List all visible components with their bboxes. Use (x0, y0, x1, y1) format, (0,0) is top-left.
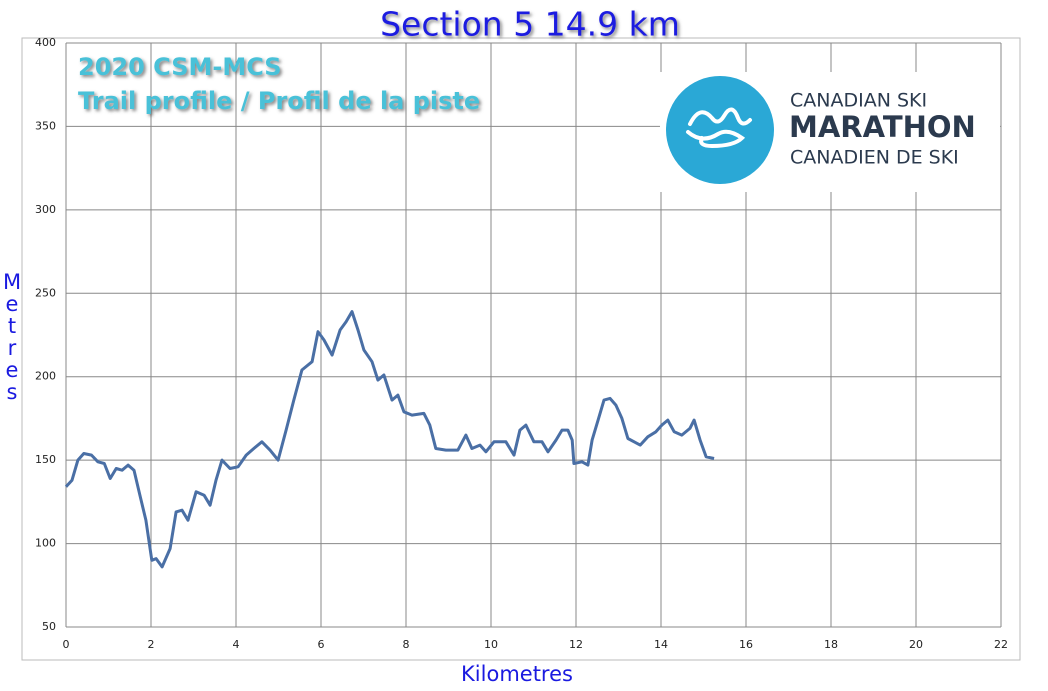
annotation: 2020 CSM-MCS (78, 53, 282, 81)
x-tick-label: 18 (824, 638, 838, 651)
y-tick-label: 200 (35, 370, 56, 383)
x-tick-label: 8 (403, 638, 410, 651)
logo-text: CANADIEN DE SKI (790, 147, 959, 169)
chart-title: Section 5 14.9 km (380, 5, 680, 44)
annotation: Trail profile / Profil de la piste (78, 87, 480, 115)
y-tick-label: 300 (35, 203, 56, 216)
x-tick-label: 0 (63, 638, 70, 651)
logo: CANADIAN SKI MARATHON CANADIEN DE SKI (660, 72, 1000, 192)
x-tick-label: 10 (484, 638, 498, 651)
y-tick-label: 250 (35, 286, 56, 299)
x-tick-label: 6 (318, 638, 325, 651)
y-tick-label: 350 (35, 119, 56, 132)
x-tick-label: 22 (994, 638, 1008, 651)
y-tick-label: 50 (42, 620, 56, 633)
x-tick-label: 12 (569, 638, 583, 651)
y-tick-label: 400 (35, 36, 56, 49)
x-tick-label: 2 (148, 638, 155, 651)
x-tick-label: 16 (739, 638, 753, 651)
y-tick-label: 100 (35, 537, 56, 550)
x-tick-label: 14 (654, 638, 668, 651)
logo-mark (686, 107, 752, 149)
line (64, 310, 715, 569)
y-axis-label: Metres (0, 270, 24, 402)
x-axis-label: Kilometres (461, 662, 573, 686)
y-tick-label: 150 (35, 453, 56, 466)
x-tick-label: 4 (233, 638, 240, 651)
logo-text: CANADIAN SKI (790, 90, 927, 112)
logo-text: MARATHON (789, 110, 976, 144)
logo-circle (666, 76, 774, 184)
x-tick-label: 20 (909, 638, 923, 651)
